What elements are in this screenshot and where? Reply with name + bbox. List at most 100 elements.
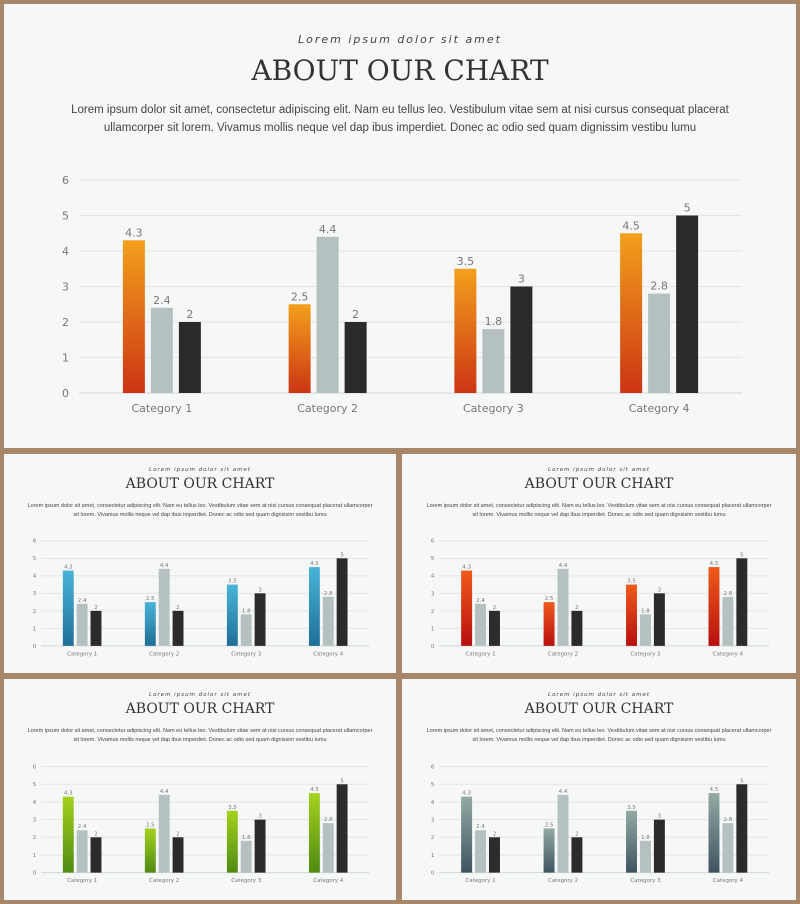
- data-label: 5: [740, 778, 743, 784]
- bar: [475, 830, 487, 873]
- data-label: 3.5: [228, 805, 237, 811]
- x-tick-label: Category 4: [629, 402, 690, 415]
- bar: [571, 610, 583, 646]
- bar: [322, 596, 334, 646]
- slide-subtitle: Lorem ipsum dolor sit amet: [548, 467, 650, 473]
- slide-body-text: Lorem ipsum dolor sit amet, consectetur …: [27, 728, 373, 743]
- data-label: 2.4: [78, 598, 87, 604]
- data-label: 3.5: [228, 579, 237, 585]
- data-label: 4.4: [160, 563, 169, 569]
- y-tick-label: 6: [62, 174, 69, 187]
- data-label: 2.8: [324, 817, 333, 823]
- bar: [308, 793, 320, 873]
- x-tick-label: Category 2: [149, 651, 179, 657]
- y-tick-label: 3: [431, 818, 435, 824]
- bar: [454, 268, 477, 393]
- bar: [90, 837, 102, 873]
- y-tick-label: 2: [431, 835, 434, 841]
- bar: [336, 558, 348, 646]
- bar-chart: 0 1 2 3 4 5 6 4.3 2.4 2 Category 1 2.5 4.4 2 Category …: [431, 539, 770, 657]
- bar: [288, 304, 311, 393]
- data-label: 2: [493, 831, 496, 837]
- bar: [482, 329, 505, 393]
- bar: [316, 236, 339, 393]
- data-label: 5: [684, 202, 691, 215]
- bar: [62, 570, 74, 646]
- slide-title: ABOUT OUR CHART: [524, 476, 674, 492]
- bar-chart: 0 1 2 3 4 5 6 4.3 2.4 2 Category 1 2.5 4.4 2 Category …: [431, 765, 770, 884]
- bar: [461, 570, 473, 646]
- data-label: 3: [658, 587, 662, 593]
- bar: [653, 593, 665, 646]
- bar: [461, 796, 473, 873]
- bar: [620, 233, 643, 393]
- bar: [172, 837, 184, 873]
- slide-body-text: Lorem ipsum dolor sit amet, consectetur …: [426, 728, 772, 743]
- y-tick-label: 5: [431, 782, 434, 788]
- x-tick-label: Category 3: [231, 878, 262, 884]
- bar: [226, 810, 238, 873]
- x-tick-label: Category 1: [465, 878, 495, 884]
- slide-body-text: Lorem ipsum dolor sit amet, consectetur …: [27, 503, 373, 518]
- x-tick-label: Category 3: [231, 651, 262, 657]
- y-tick-label: 1: [431, 853, 434, 859]
- data-label: 3.5: [457, 255, 475, 268]
- slide-subtitle: Lorem ipsum dolor sit amet: [548, 692, 650, 698]
- y-tick-label: 0: [431, 644, 435, 650]
- y-tick-label: 2: [33, 609, 36, 615]
- y-tick-label: 6: [33, 539, 37, 545]
- data-label: 5: [340, 778, 343, 784]
- slide-subtitle: Lorem ipsum dolor sit amet: [149, 692, 251, 698]
- data-label: 4.4: [160, 789, 169, 795]
- y-tick-label: 4: [431, 574, 435, 580]
- y-tick-label: 5: [431, 556, 434, 562]
- bar: [76, 830, 88, 873]
- x-tick-label: Category 1: [67, 878, 97, 884]
- data-label: 4.3: [462, 791, 471, 797]
- data-label: 3: [258, 587, 262, 593]
- bar: [648, 293, 671, 393]
- bar: [510, 286, 533, 393]
- x-tick-label: Category 1: [132, 402, 193, 415]
- y-tick-label: 6: [431, 765, 435, 771]
- bar: [226, 584, 238, 646]
- x-tick-label: Category 3: [463, 402, 524, 415]
- x-tick-label: Category 2: [149, 878, 179, 884]
- data-label: 2.8: [650, 280, 668, 293]
- slide-body-text: Lorem ipsum dolor sit amet, consectetur …: [426, 503, 772, 518]
- y-tick-label: 6: [431, 539, 435, 545]
- x-tick-label: Category 1: [67, 651, 97, 657]
- data-label: 1.8: [641, 608, 650, 614]
- y-tick-label: 0: [431, 871, 435, 877]
- data-label: 2.8: [724, 591, 733, 597]
- bar: [254, 593, 266, 646]
- bar: [653, 819, 665, 873]
- bar: [736, 558, 748, 646]
- slide-thumb-green: Lorem ipsum dolor sit amet ABOUT OUR CHA…: [4, 679, 396, 900]
- bar: [475, 603, 487, 646]
- data-label: 2: [493, 605, 496, 611]
- bar: [322, 823, 334, 873]
- data-label: 2.8: [324, 591, 333, 597]
- bar: [722, 596, 734, 646]
- data-label: 2.5: [146, 596, 155, 602]
- slide-body-text: Lorem ipsum dolor sit amet, consectetur …: [71, 104, 729, 134]
- data-label: 2: [94, 605, 97, 611]
- y-tick-label: 4: [33, 800, 37, 806]
- y-tick-label: 3: [33, 591, 37, 597]
- y-tick-label: 4: [431, 800, 435, 806]
- bar: [639, 840, 651, 873]
- data-label: 2.4: [476, 598, 485, 604]
- y-tick-label: 0: [62, 387, 69, 400]
- data-label: 4.4: [319, 223, 337, 236]
- data-label: 4.3: [462, 565, 471, 571]
- data-label: 2: [176, 605, 179, 611]
- slide-main: Lorem ipsum dolor sit amet ABOUT OUR CHA…: [4, 4, 796, 448]
- data-label: 3: [658, 814, 662, 820]
- x-tick-label: Category 2: [548, 878, 578, 884]
- bar: [344, 322, 367, 393]
- y-tick-label: 5: [33, 556, 36, 562]
- y-tick-label: 5: [62, 209, 69, 222]
- bar: [708, 567, 720, 646]
- data-label: 4.4: [559, 789, 568, 795]
